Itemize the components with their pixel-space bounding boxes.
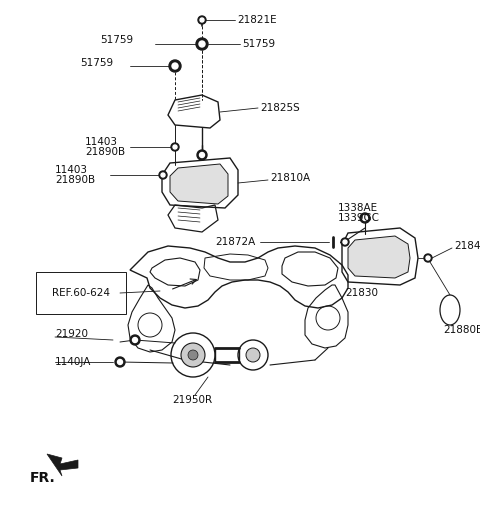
Text: 21810A: 21810A [270, 173, 310, 183]
Text: 51759: 51759 [242, 39, 275, 49]
Circle shape [200, 18, 204, 22]
Circle shape [171, 143, 179, 151]
Text: 51759: 51759 [100, 35, 133, 45]
Text: 21950R: 21950R [172, 395, 212, 405]
Circle shape [173, 145, 177, 149]
Text: 11403: 11403 [55, 165, 88, 175]
Text: 21872A: 21872A [215, 237, 255, 247]
Circle shape [341, 238, 349, 246]
Text: REF.60-624: REF.60-624 [52, 288, 110, 298]
Circle shape [426, 256, 430, 260]
Text: 21825S: 21825S [260, 103, 300, 113]
Circle shape [196, 38, 208, 50]
Circle shape [200, 152, 204, 158]
Circle shape [424, 254, 432, 262]
Text: 1339GC: 1339GC [338, 213, 380, 223]
Circle shape [130, 335, 140, 345]
Circle shape [360, 213, 370, 223]
Text: 1140JA: 1140JA [55, 357, 91, 367]
Text: 21821E: 21821E [237, 15, 276, 25]
Text: 21890B: 21890B [85, 147, 125, 157]
Text: 21920: 21920 [55, 329, 88, 339]
Text: 21830: 21830 [345, 288, 378, 298]
Circle shape [343, 240, 347, 244]
Circle shape [181, 343, 205, 367]
Circle shape [132, 337, 137, 342]
Polygon shape [47, 454, 78, 476]
Circle shape [199, 41, 205, 47]
Text: 21880E: 21880E [443, 325, 480, 335]
Circle shape [197, 150, 207, 160]
Text: 21844: 21844 [454, 241, 480, 251]
Polygon shape [348, 236, 410, 278]
Circle shape [172, 63, 178, 69]
Text: 1338AE: 1338AE [338, 203, 378, 213]
Circle shape [169, 60, 181, 72]
Text: 11403: 11403 [85, 137, 118, 147]
Text: 21890B: 21890B [55, 175, 95, 185]
Circle shape [159, 171, 167, 179]
Polygon shape [170, 164, 228, 204]
Circle shape [118, 359, 122, 365]
Circle shape [161, 173, 165, 177]
Circle shape [115, 357, 125, 367]
Text: FR.: FR. [30, 471, 56, 485]
Circle shape [362, 215, 368, 220]
Text: 51759: 51759 [80, 58, 113, 68]
Circle shape [246, 348, 260, 362]
Circle shape [188, 350, 198, 360]
Circle shape [198, 16, 206, 24]
